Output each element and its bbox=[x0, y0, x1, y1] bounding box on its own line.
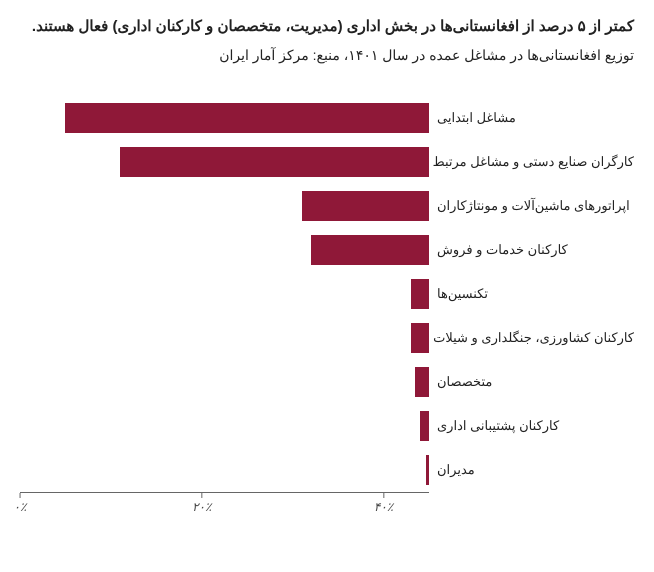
chart-row: متخصصان bbox=[20, 360, 634, 404]
category-label: اپراتورهای ماشین‌آلات و مونتاژکاران bbox=[429, 198, 634, 214]
chart-subtitle: توزیع افغانستانی‌ها در مشاغل عمده در سال… bbox=[20, 45, 634, 66]
bar-chart: مشاغل ابتدایی کارگران صنایع دستی و مشاغل … bbox=[20, 96, 634, 520]
category-label: متخصصان bbox=[429, 374, 634, 390]
bar bbox=[411, 323, 429, 353]
category-label: کارکنان کشاورزی، جنگلداری و شیلات bbox=[429, 330, 634, 346]
bar-area bbox=[20, 184, 429, 228]
x-axis: ۰٪۲۰٪۴۰٪ bbox=[20, 492, 634, 520]
bar bbox=[415, 367, 429, 397]
chart-row: مدیران bbox=[20, 448, 634, 492]
bar bbox=[120, 147, 429, 177]
category-label: مدیران bbox=[429, 462, 634, 478]
axis-tick: ۲۰٪ bbox=[192, 493, 211, 514]
chart-row: تکنسین‌ها bbox=[20, 272, 634, 316]
bar bbox=[65, 103, 429, 133]
chart-row: کارگران صنایع دستی و مشاغل مرتبط bbox=[20, 140, 634, 184]
bar-area bbox=[20, 360, 429, 404]
chart-title: کمتر از ۵ درصد از افغانستانی‌ها در بخش ا… bbox=[20, 16, 634, 39]
axis-tick: ۴۰٪ bbox=[374, 493, 393, 514]
bar-area bbox=[20, 228, 429, 272]
bar bbox=[302, 191, 429, 221]
chart-row: کارکنان پشتیبانی اداری bbox=[20, 404, 634, 448]
axis-tick: ۰٪ bbox=[14, 493, 27, 514]
bar bbox=[426, 455, 429, 485]
tick-label: ۲۰٪ bbox=[192, 500, 211, 514]
bar bbox=[420, 411, 429, 441]
chart-row: کارکنان کشاورزی، جنگلداری و شیلات bbox=[20, 316, 634, 360]
category-label: کارگران صنایع دستی و مشاغل مرتبط bbox=[429, 154, 634, 170]
bar-area bbox=[20, 96, 429, 140]
bar-area bbox=[20, 404, 429, 448]
tick-label: ۰٪ bbox=[14, 500, 27, 514]
bar-area bbox=[20, 140, 429, 184]
bar bbox=[311, 235, 429, 265]
bar-area bbox=[20, 448, 429, 492]
category-label: کارکنان خدمات و فروش bbox=[429, 242, 634, 258]
tick-label: ۴۰٪ bbox=[374, 500, 393, 514]
bar-area bbox=[20, 316, 429, 360]
chart-row: اپراتورهای ماشین‌آلات و مونتاژکاران bbox=[20, 184, 634, 228]
chart-row: مشاغل ابتدایی bbox=[20, 96, 634, 140]
chart-row: کارکنان خدمات و فروش bbox=[20, 228, 634, 272]
axis-area: ۰٪۲۰٪۴۰٪ bbox=[20, 492, 429, 520]
category-label: مشاغل ابتدایی bbox=[429, 110, 634, 126]
category-label: تکنسین‌ها bbox=[429, 286, 634, 302]
category-label: کارکنان پشتیبانی اداری bbox=[429, 418, 634, 434]
bar bbox=[411, 279, 429, 309]
bar-area bbox=[20, 272, 429, 316]
